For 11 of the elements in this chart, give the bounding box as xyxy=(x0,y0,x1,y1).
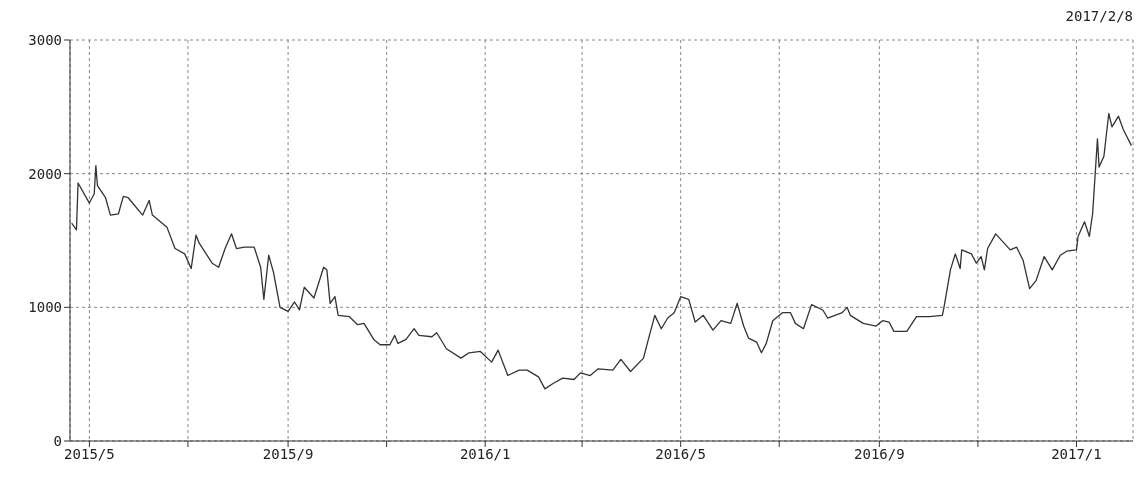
y-tick-label: 1000 xyxy=(28,299,62,316)
chart-subtitle: 2017/2/8 xyxy=(1065,8,1133,24)
x-tick-label: 2015/5 xyxy=(64,445,115,462)
x-tick-label: 2016/9 xyxy=(854,445,905,462)
y-tick-label: 0 xyxy=(53,432,62,449)
x-tick-label: 2016/1 xyxy=(459,445,511,462)
y-tick-label: 2000 xyxy=(28,165,62,182)
x-tick-label: 2017/1 xyxy=(1051,445,1102,462)
y-tick-label: 3000 xyxy=(28,31,62,48)
x-tick-label: 2016/5 xyxy=(655,445,706,462)
x-tick-label: 2015/9 xyxy=(262,445,314,462)
